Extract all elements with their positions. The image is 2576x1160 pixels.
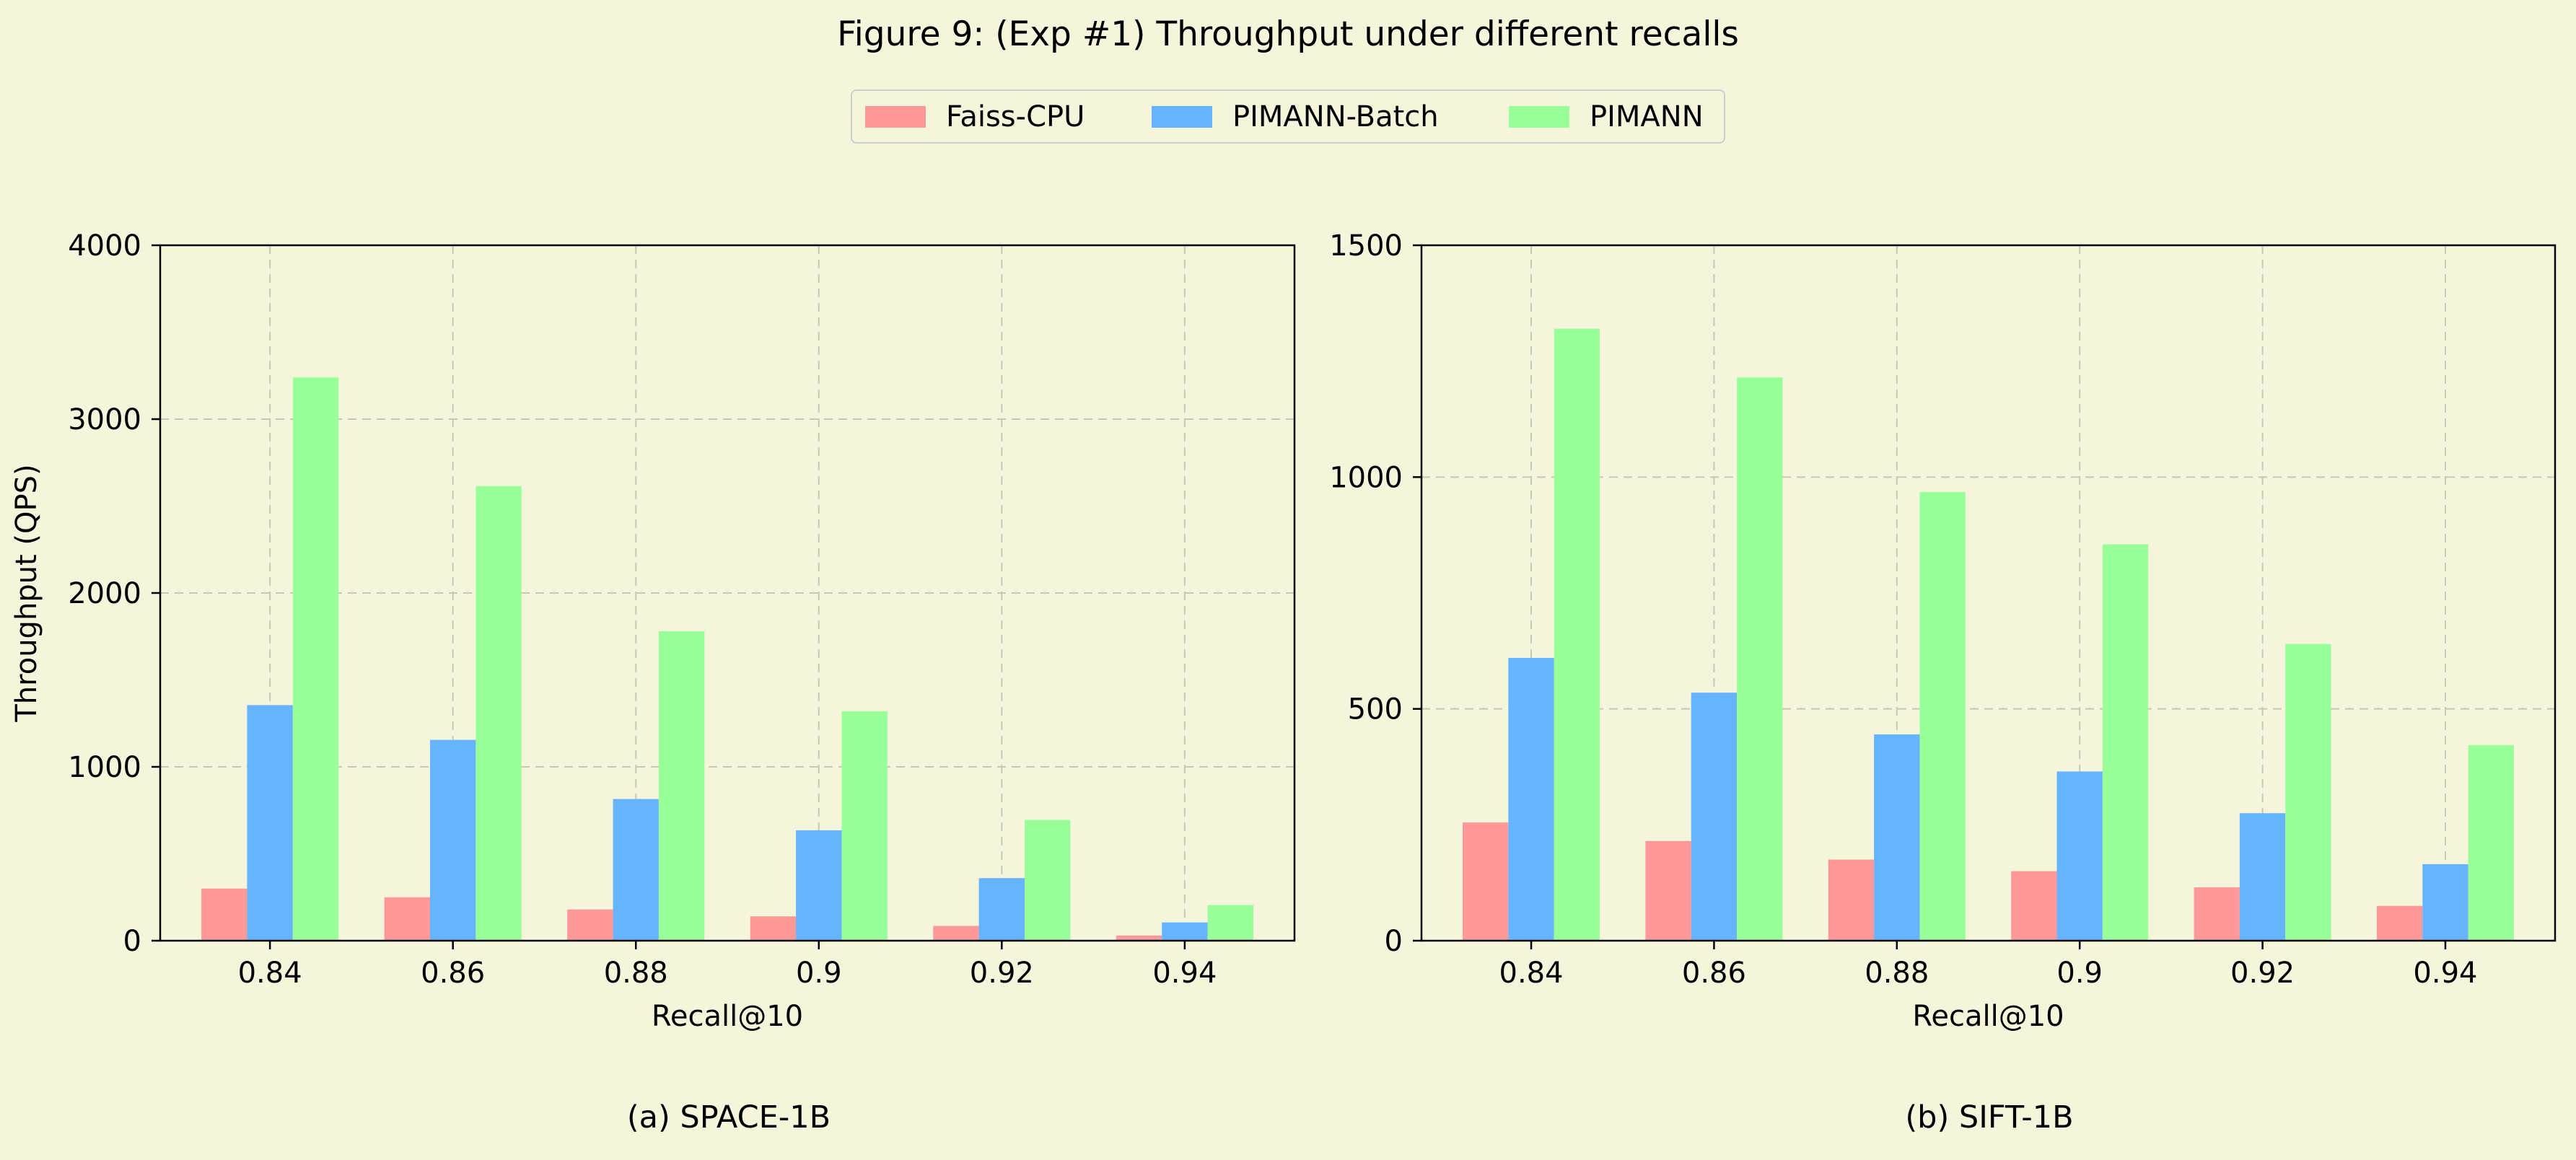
- bar-a-faiss-cpu-0.9: [750, 916, 797, 941]
- bar-b-faiss-cpu-0.84: [1463, 822, 1509, 941]
- x-tick-label-a-3: 0.9: [796, 957, 842, 990]
- bar-b-pimann-0.94: [2468, 744, 2514, 941]
- bar-b-faiss-cpu-0.9: [2011, 871, 2057, 941]
- legend-swatch-pimann: [1509, 105, 1569, 128]
- bar-b-pimann-batch-0.94: [2422, 864, 2468, 941]
- bar-a-pimann-0.9: [841, 711, 888, 941]
- y-tick-label-b-1: 500: [1348, 693, 1403, 726]
- y-tick-label-a-0: 0: [123, 925, 141, 958]
- legend-label-pimann: PIMANN: [1590, 100, 1704, 133]
- y-tick-label-b-0: 0: [1385, 925, 1403, 958]
- x-tick-label-b-1: 0.86: [1682, 957, 1746, 990]
- bar-b-pimann-batch-0.88: [1874, 734, 1920, 941]
- legend: Faiss-CPU PIMANN-Batch PIMANN: [851, 89, 1725, 144]
- bar-a-pimann-0.94: [1207, 905, 1253, 941]
- bar-b-pimann-0.86: [1737, 377, 1783, 941]
- bar-a-faiss-cpu-0.92: [933, 926, 979, 941]
- legend-swatch-faiss-cpu: [865, 105, 926, 128]
- x-tick-label-a-4: 0.92: [970, 957, 1034, 990]
- bar-a-faiss-cpu-0.86: [384, 897, 430, 941]
- bar-a-pimann-batch-0.94: [1162, 922, 1208, 941]
- bar-b-pimann-batch-0.86: [1691, 693, 1738, 941]
- legend-item-faiss-cpu: Faiss-CPU: [865, 91, 1085, 142]
- legend-item-pimann-batch: PIMANN-Batch: [1152, 91, 1439, 142]
- x-tick-label-a-2: 0.88: [604, 957, 668, 990]
- y-axis-label-a: Throughput (QPS): [10, 464, 43, 722]
- plot-frame-b: [1420, 244, 2557, 942]
- bar-a-pimann-0.86: [476, 485, 522, 941]
- bar-a-faiss-cpu-0.94: [1116, 935, 1162, 941]
- subcaption-b: (b) SIFT-1B: [1905, 1099, 2074, 1135]
- bar-a-pimann-0.92: [1025, 820, 1071, 941]
- bar-a-faiss-cpu-0.84: [201, 888, 247, 941]
- x-axis-label-a: Recall@10: [652, 1000, 803, 1033]
- legend-item-pimann: PIMANN: [1509, 91, 1704, 142]
- x-tick-label-a-1: 0.86: [421, 957, 485, 990]
- bar-b-pimann-0.88: [1919, 491, 1966, 941]
- legend-label-faiss-cpu: Faiss-CPU: [946, 100, 1085, 133]
- bar-a-pimann-batch-0.92: [978, 878, 1025, 941]
- x-axis-label-b: Recall@10: [1912, 1000, 2064, 1033]
- y-tick-label-a-3: 3000: [68, 403, 141, 436]
- y-tick-label-a-4: 4000: [68, 229, 141, 263]
- bar-b-pimann-0.9: [2102, 544, 2149, 941]
- y-tick-label-a-1: 1000: [68, 751, 141, 784]
- bar-b-faiss-cpu-0.94: [2376, 905, 2423, 941]
- bar-a-pimann-batch-0.88: [613, 799, 659, 941]
- y-tick-label-b-2: 1000: [1329, 461, 1403, 494]
- bar-a-pimann-batch-0.84: [247, 705, 293, 941]
- bar-a-pimann-batch-0.86: [429, 739, 476, 941]
- x-tick-label-b-4: 0.92: [2230, 957, 2295, 990]
- x-tick-label-b-3: 0.9: [2056, 957, 2103, 990]
- bar-b-faiss-cpu-0.92: [2194, 887, 2240, 941]
- x-tick-label-a-5: 0.94: [1152, 957, 1217, 990]
- x-tick-label-b-0: 0.84: [1499, 957, 1564, 990]
- bar-a-pimann-0.84: [292, 377, 339, 941]
- x-tick-label-b-2: 0.88: [1865, 957, 1929, 990]
- x-tick-label-b-5: 0.94: [2413, 957, 2477, 990]
- legend-label-pimann-batch: PIMANN-Batch: [1232, 100, 1439, 133]
- bar-a-faiss-cpu-0.88: [567, 909, 613, 941]
- bar-b-pimann-batch-0.9: [2056, 771, 2103, 941]
- legend-swatch-pimann-batch: [1152, 105, 1212, 128]
- x-tick-label-a-0: 0.84: [238, 957, 302, 990]
- bar-b-pimann-batch-0.92: [2239, 813, 2286, 941]
- bar-b-pimann-0.92: [2285, 643, 2331, 941]
- bar-b-faiss-cpu-0.86: [1645, 840, 1691, 941]
- bar-b-pimann-batch-0.84: [1508, 657, 1554, 941]
- bar-a-pimann-0.88: [658, 631, 705, 941]
- bar-b-pimann-0.84: [1554, 328, 1600, 941]
- figure-title: Figure 9: (Exp #1) Throughput under diff…: [837, 14, 1739, 54]
- bar-a-pimann-batch-0.9: [796, 830, 842, 941]
- y-tick-label-b-3: 1500: [1329, 229, 1403, 263]
- y-tick-label-a-2: 2000: [68, 577, 141, 610]
- bar-b-faiss-cpu-0.88: [1828, 859, 1875, 941]
- subcaption-a: (a) SPACE-1B: [626, 1099, 831, 1135]
